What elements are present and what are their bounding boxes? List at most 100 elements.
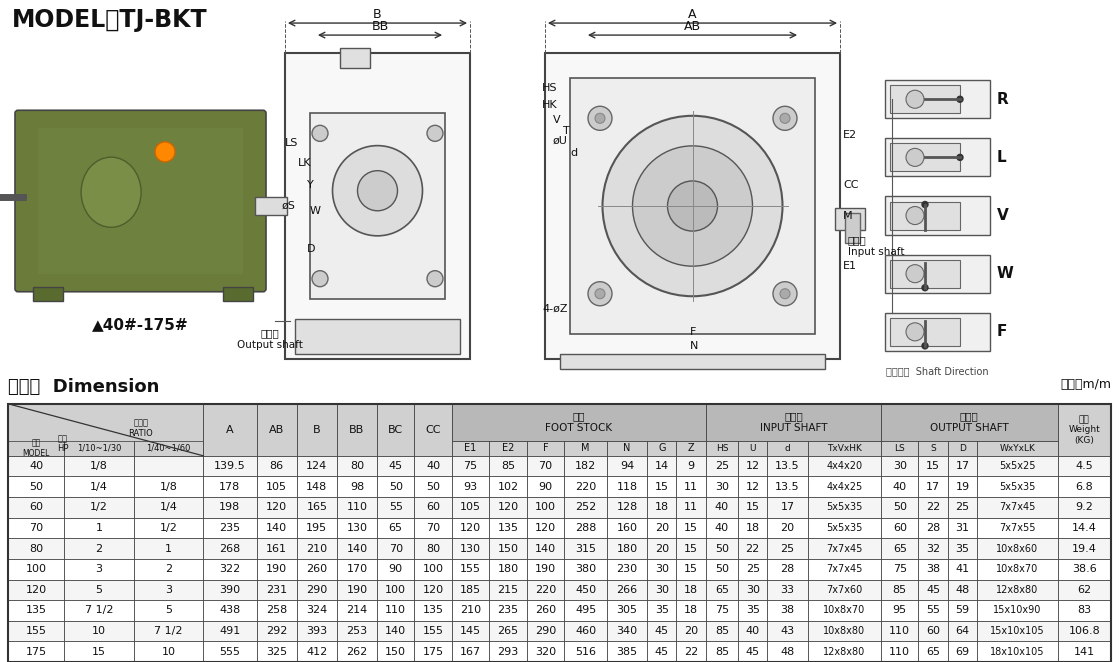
Bar [489,559,527,579]
Bar [64,641,133,662]
Text: 124: 124 [307,461,328,471]
Bar [256,538,297,559]
Bar [452,497,489,518]
Text: 40: 40 [715,502,728,512]
Bar [64,621,133,641]
Text: 155: 155 [423,626,443,636]
Text: 324: 324 [307,606,328,616]
Bar [808,621,881,641]
Text: 75: 75 [463,461,478,471]
Bar [564,579,606,600]
Text: U: U [750,444,756,453]
Bar [489,641,527,662]
Text: CC: CC [425,425,441,435]
Bar [948,477,977,497]
Bar [8,600,64,621]
Bar [489,441,527,456]
Bar [297,621,337,641]
Bar [133,497,204,518]
Bar [706,579,739,600]
Text: 50: 50 [426,482,440,492]
Bar [452,518,489,538]
Bar [256,518,297,538]
Bar [133,621,204,641]
Text: Z: Z [688,444,695,453]
Bar [64,497,133,518]
Bar [768,497,808,518]
Text: 555: 555 [219,647,241,657]
Bar [564,641,606,662]
Bar [677,641,706,662]
Bar [204,456,256,477]
Text: 25: 25 [715,461,728,471]
Bar [64,538,133,559]
Text: 325: 325 [266,647,288,657]
Bar [564,518,606,538]
Circle shape [906,148,924,166]
Text: 7x7x45: 7x7x45 [826,544,863,553]
Bar [452,559,489,579]
Bar [768,559,808,579]
Bar [647,477,677,497]
Bar [414,600,452,621]
Bar [706,641,739,662]
Bar [8,441,64,456]
Circle shape [427,125,443,142]
Text: 110: 110 [347,502,367,512]
Bar [977,559,1057,579]
Bar [564,456,606,477]
Bar [739,579,768,600]
Bar [890,144,960,171]
Text: 22: 22 [745,544,760,553]
Text: 7 1/2: 7 1/2 [154,626,182,636]
Text: 167: 167 [460,647,481,657]
Bar [204,641,256,662]
Bar [377,518,414,538]
Bar [948,600,977,621]
Bar [1057,497,1111,518]
Text: 19.4: 19.4 [1072,544,1097,553]
Text: 195: 195 [307,523,328,533]
Text: 40: 40 [715,523,728,533]
Text: 380: 380 [575,564,596,574]
Text: 130: 130 [347,523,367,533]
Bar [489,456,527,477]
Bar [489,579,527,600]
Bar [808,579,881,600]
Text: 150: 150 [385,647,406,657]
Text: 17: 17 [780,502,794,512]
Text: 105: 105 [460,502,481,512]
Bar [706,477,739,497]
Text: 18: 18 [684,585,698,595]
Bar [489,621,527,641]
Text: 165: 165 [307,502,328,512]
Bar [256,600,297,621]
Bar [706,518,739,538]
Text: 33: 33 [780,585,794,595]
Circle shape [906,323,924,341]
Text: 6.8: 6.8 [1075,482,1093,492]
Bar [706,441,739,456]
Bar [739,497,768,518]
Bar [647,621,677,641]
Bar [881,456,919,477]
Text: F: F [997,324,1007,340]
Bar [890,85,960,113]
Bar [452,456,489,477]
Text: AB: AB [269,425,284,435]
Bar [38,128,243,273]
Text: 80: 80 [426,544,440,553]
Text: 軸向圖示  Shaft Direction: 軸向圖示 Shaft Direction [885,366,988,376]
Bar [706,621,739,641]
Text: 尺寸表  Dimension: 尺寸表 Dimension [8,378,159,396]
Bar [885,138,990,177]
Text: 35: 35 [655,606,669,616]
Text: 85: 85 [893,585,906,595]
Bar [564,600,606,621]
Bar [1057,518,1111,538]
FancyBboxPatch shape [15,111,266,292]
Text: 14.4: 14.4 [1072,523,1097,533]
Text: 1/4: 1/4 [90,482,107,492]
Text: 262: 262 [346,647,367,657]
Text: 340: 340 [617,626,638,636]
